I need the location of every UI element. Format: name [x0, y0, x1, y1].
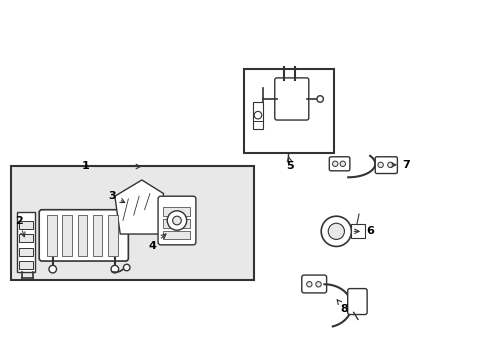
Bar	[252, 102, 263, 129]
Text: 7: 7	[391, 160, 409, 170]
Circle shape	[327, 223, 344, 239]
Bar	[163, 219, 190, 228]
Circle shape	[321, 216, 351, 247]
Bar	[19, 221, 33, 229]
Circle shape	[332, 161, 337, 166]
Text: 3: 3	[108, 191, 124, 203]
Bar	[11, 166, 254, 280]
Bar	[93, 215, 102, 256]
Text: 2: 2	[15, 216, 25, 237]
FancyBboxPatch shape	[39, 210, 128, 261]
Bar	[78, 215, 87, 256]
Bar	[244, 69, 333, 153]
Circle shape	[340, 161, 345, 166]
Circle shape	[377, 162, 383, 167]
Circle shape	[315, 282, 321, 287]
Circle shape	[306, 282, 311, 287]
Bar	[47, 215, 57, 256]
Circle shape	[172, 216, 181, 225]
Bar	[107, 215, 117, 256]
Circle shape	[387, 162, 392, 167]
Circle shape	[316, 96, 323, 102]
Bar	[19, 234, 33, 242]
Bar	[163, 207, 190, 216]
Text: 4: 4	[148, 234, 165, 251]
FancyBboxPatch shape	[374, 157, 397, 174]
Bar	[351, 224, 364, 238]
Circle shape	[167, 211, 186, 230]
Bar	[17, 212, 35, 272]
Circle shape	[111, 265, 119, 273]
Circle shape	[254, 111, 261, 119]
FancyBboxPatch shape	[301, 275, 326, 293]
Circle shape	[49, 265, 57, 273]
FancyBboxPatch shape	[328, 157, 349, 171]
Polygon shape	[115, 180, 163, 234]
Bar	[19, 248, 33, 256]
Text: 8: 8	[336, 300, 347, 314]
FancyBboxPatch shape	[158, 196, 196, 245]
Bar	[62, 215, 72, 256]
Circle shape	[123, 264, 130, 271]
Text: 1: 1	[81, 162, 140, 171]
FancyBboxPatch shape	[347, 289, 366, 315]
Text: 5: 5	[286, 156, 294, 171]
Text: 6: 6	[353, 226, 373, 236]
FancyBboxPatch shape	[274, 78, 308, 120]
Bar	[19, 261, 33, 269]
Bar	[163, 231, 190, 239]
